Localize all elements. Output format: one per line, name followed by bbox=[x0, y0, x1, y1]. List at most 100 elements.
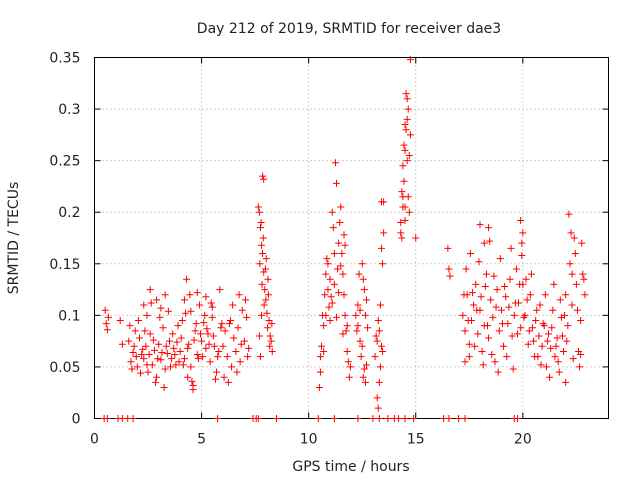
data-point bbox=[143, 311, 151, 319]
data-point bbox=[233, 368, 241, 376]
data-point bbox=[328, 299, 336, 307]
data-point bbox=[464, 317, 472, 325]
data-point bbox=[397, 219, 405, 227]
data-point bbox=[158, 348, 166, 356]
data-point bbox=[480, 239, 488, 247]
data-point bbox=[527, 270, 535, 278]
data-point bbox=[133, 363, 141, 371]
data-point bbox=[356, 337, 364, 345]
data-point bbox=[492, 303, 500, 311]
data-point bbox=[359, 373, 367, 381]
data-point bbox=[326, 317, 334, 325]
data-point bbox=[550, 280, 558, 288]
x-tick-label: 15 bbox=[407, 432, 425, 448]
data-point bbox=[398, 234, 406, 242]
data-point bbox=[501, 282, 509, 290]
data-point bbox=[352, 311, 360, 319]
data-point bbox=[375, 415, 383, 422]
data-point bbox=[470, 301, 478, 309]
data-point bbox=[333, 313, 341, 321]
data-point bbox=[261, 286, 269, 294]
data-point bbox=[258, 241, 266, 249]
data-point bbox=[354, 322, 362, 330]
data-point bbox=[190, 336, 198, 344]
data-point bbox=[552, 342, 560, 350]
data-point bbox=[547, 344, 555, 352]
data-point bbox=[219, 342, 227, 350]
data-point bbox=[346, 363, 354, 371]
data-point bbox=[228, 363, 236, 371]
data-point bbox=[258, 311, 266, 319]
data-point bbox=[570, 234, 578, 242]
data-point bbox=[462, 265, 470, 273]
data-point bbox=[327, 293, 335, 301]
data-point bbox=[373, 337, 381, 345]
data-point bbox=[153, 373, 161, 381]
data-point bbox=[577, 317, 585, 325]
data-point bbox=[103, 415, 111, 422]
data-point bbox=[377, 342, 385, 350]
data-point bbox=[548, 324, 556, 332]
data-point bbox=[372, 332, 380, 340]
data-point bbox=[339, 330, 347, 338]
data-point bbox=[562, 291, 570, 299]
data-point bbox=[401, 216, 409, 224]
data-point bbox=[522, 275, 530, 283]
x-tick-label: 0 bbox=[90, 432, 99, 448]
data-point bbox=[379, 260, 387, 268]
data-point bbox=[104, 313, 112, 321]
data-point bbox=[465, 340, 473, 348]
data-point bbox=[164, 307, 172, 315]
data-point bbox=[518, 239, 526, 247]
data-point bbox=[567, 229, 575, 237]
data-point bbox=[558, 332, 566, 340]
data-point bbox=[172, 361, 180, 369]
x-tick-label: 5 bbox=[197, 432, 206, 448]
data-point bbox=[560, 347, 568, 355]
data-point bbox=[572, 280, 580, 288]
data-point bbox=[268, 320, 276, 328]
data-point bbox=[375, 378, 383, 386]
data-point bbox=[255, 332, 263, 340]
data-point bbox=[532, 317, 540, 325]
data-point bbox=[159, 324, 167, 332]
data-point bbox=[568, 301, 576, 309]
data-point bbox=[240, 337, 248, 345]
data-point bbox=[401, 146, 409, 154]
data-point bbox=[508, 332, 516, 340]
data-point bbox=[535, 332, 543, 340]
data-point bbox=[533, 306, 541, 314]
data-point bbox=[356, 306, 364, 314]
data-point bbox=[376, 363, 384, 371]
y-tick-label: 0.3 bbox=[58, 102, 80, 118]
data-point bbox=[494, 368, 502, 376]
chart-title: Day 212 of 2019, SRMTID for receiver dae… bbox=[197, 21, 501, 37]
y-tick-label: 0 bbox=[72, 412, 81, 428]
data-point bbox=[519, 229, 527, 237]
data-point bbox=[461, 358, 469, 366]
data-point bbox=[475, 258, 483, 266]
data-point bbox=[135, 334, 143, 342]
data-point bbox=[344, 358, 352, 366]
data-point bbox=[208, 313, 216, 321]
data-point bbox=[175, 358, 183, 366]
data-point bbox=[553, 334, 561, 342]
data-point bbox=[473, 306, 481, 314]
data-point bbox=[551, 353, 559, 361]
data-point bbox=[155, 340, 163, 348]
data-point bbox=[358, 342, 366, 350]
data-point bbox=[264, 324, 272, 332]
data-point bbox=[137, 369, 145, 377]
data-point bbox=[362, 296, 370, 304]
data-point bbox=[486, 237, 494, 245]
data-point bbox=[145, 351, 153, 359]
data-point bbox=[254, 203, 262, 211]
data-point bbox=[255, 208, 263, 216]
data-point bbox=[160, 384, 168, 392]
data-point bbox=[202, 344, 210, 352]
data-point bbox=[184, 373, 192, 381]
data-point bbox=[149, 336, 157, 344]
data-point bbox=[476, 221, 484, 229]
data-point bbox=[256, 260, 264, 268]
data-point bbox=[364, 324, 372, 332]
